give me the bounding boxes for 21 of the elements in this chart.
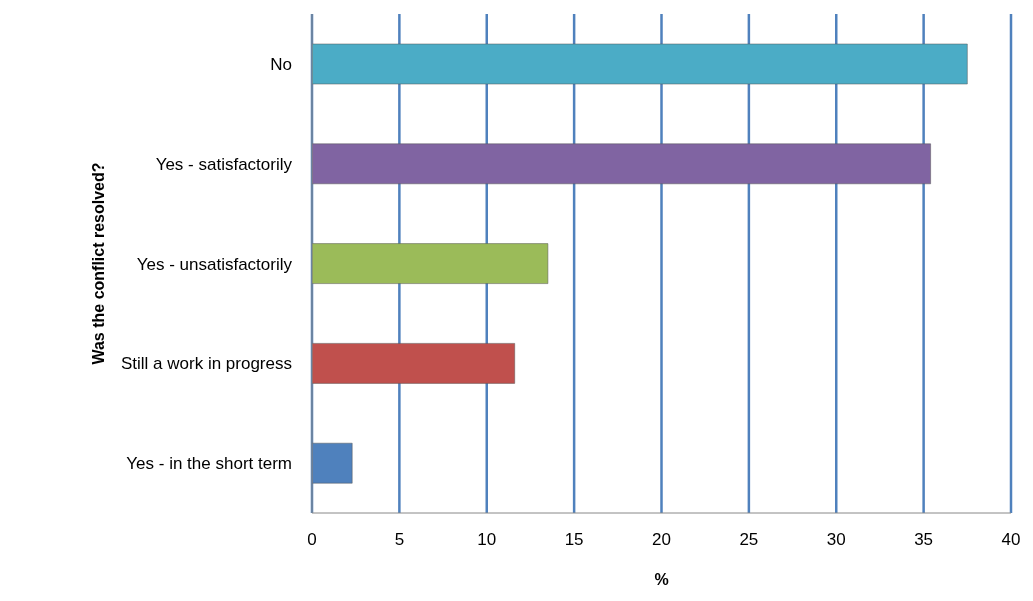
bar [312,342,516,384]
bar [312,442,353,484]
y-tick-label: Yes - in the short term [126,454,292,474]
bar [312,243,549,285]
y-tick-label: Yes - unsatisfactorily [136,254,293,274]
bar [312,143,932,185]
x-tick-label: 15 [564,530,584,550]
x-tick-label: 40 [1001,530,1021,550]
x-axis-title: % [654,571,669,588]
x-tick-label: 5 [394,530,405,550]
x-tick-label: 30 [826,530,846,550]
bar [312,43,968,85]
y-tick-label: Still a work in progress [120,354,292,374]
x-tick-label: 35 [914,530,934,550]
y-axis-title: Was the conflict resolved? [89,162,107,365]
y-tick-label: Yes - satisfactorily [155,154,293,174]
x-tick-label: 0 [307,530,317,550]
x-tick-label: 25 [739,530,759,550]
y-tick-label: No [270,54,292,74]
x-tick-label: 20 [652,530,671,550]
x-tick-label: 10 [477,530,497,550]
